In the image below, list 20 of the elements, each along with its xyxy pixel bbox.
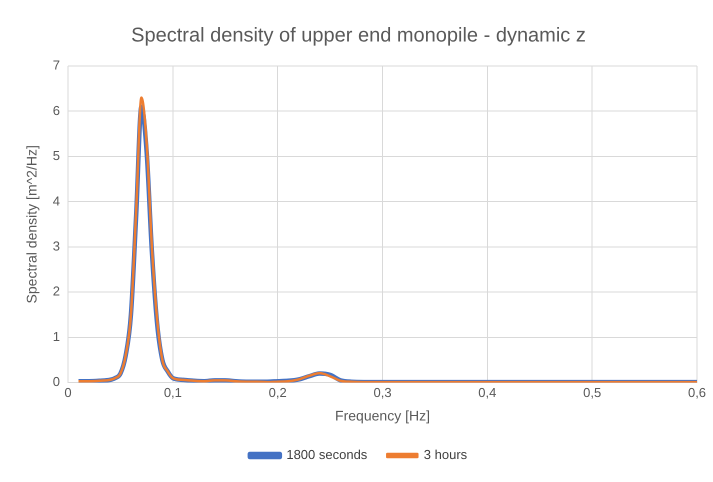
legend-label: 1800 seconds — [286, 447, 368, 462]
x-tick-label: 0,5 — [583, 384, 602, 400]
y-axis-title: Spectral density [m^2/Hz] — [23, 145, 40, 304]
legend-label: 3 hours — [424, 447, 468, 462]
y-tick-label: 7 — [52, 58, 60, 73]
x-tick-label: 0,2 — [268, 384, 287, 400]
y-tick-label: 4 — [52, 193, 60, 208]
y-tick-label: 6 — [52, 102, 60, 118]
y-tick-label: 3 — [52, 238, 60, 254]
chart-title: Spectral density of upper end monopile - dynamic z — [131, 24, 586, 47]
x-tick-label: 0,6 — [688, 384, 706, 400]
x-tick-label: 0 — [64, 384, 72, 400]
y-tick-label: 5 — [52, 148, 60, 164]
y-tick-label: 0 — [52, 374, 60, 390]
x-tick-label: 0,3 — [373, 384, 392, 400]
x-axis-title: Frequency [Hz] — [335, 407, 430, 424]
x-tick-label: 0,4 — [478, 384, 496, 400]
y-tick-label: 1 — [52, 328, 60, 344]
y-tick-label: 2 — [52, 284, 60, 299]
x-tick-label: 0,1 — [164, 384, 182, 400]
